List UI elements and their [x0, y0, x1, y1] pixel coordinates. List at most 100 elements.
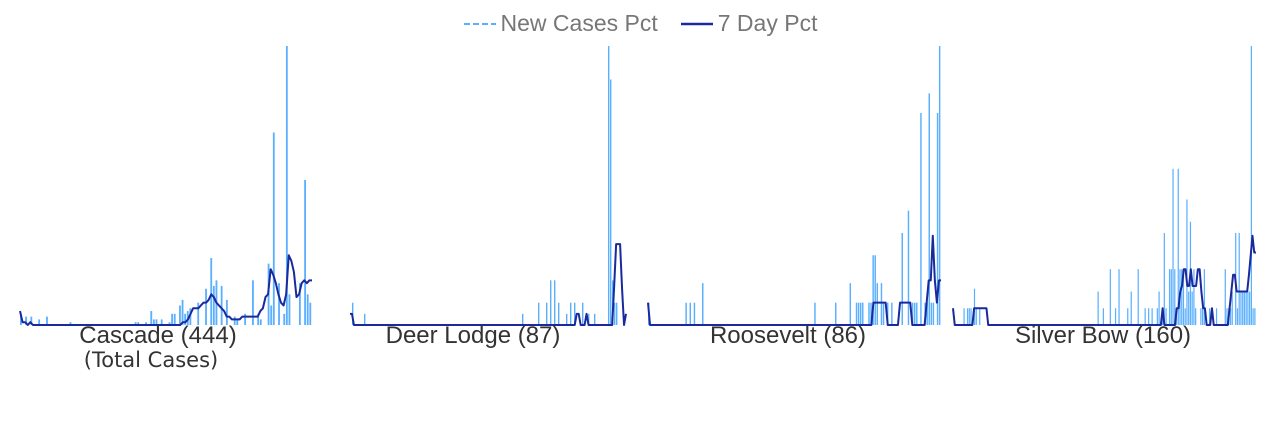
new-cases-bar	[916, 302, 918, 325]
new-cases-bar	[868, 302, 870, 325]
panel-title-roosevelt: Roosevelt (86)	[709, 322, 867, 349]
new-cases-bar	[891, 302, 893, 325]
new-cases-bar	[1242, 291, 1244, 325]
new-cases-bar	[1229, 308, 1232, 325]
new-cases-bar	[870, 302, 872, 325]
new-cases-bar	[911, 302, 914, 325]
new-cases-bar	[882, 302, 885, 325]
new-cases-bar	[364, 313, 366, 325]
new-cases-bar	[1144, 308, 1146, 325]
new-cases-bar	[259, 319, 262, 325]
new-cases-bar	[1215, 308, 1218, 325]
new-cases-bar	[588, 313, 590, 325]
new-cases-bar	[288, 294, 291, 325]
new-cases-bar	[938, 46, 941, 325]
seven-day-line	[350, 243, 627, 326]
new-cases-bar	[920, 112, 922, 326]
new-cases-bar	[184, 313, 187, 325]
new-cases-bar	[973, 288, 976, 325]
legend-item-seven-day[interactable]: 7 Day Pct	[680, 10, 818, 37]
new-cases-bar	[1163, 232, 1165, 325]
new-cases-bar	[901, 232, 903, 325]
new-cases-bar	[1181, 269, 1183, 325]
new-cases-bar	[304, 179, 306, 325]
new-cases-bar	[1195, 308, 1197, 325]
new-cases-bar	[614, 302, 616, 325]
new-cases-bar	[25, 316, 28, 325]
new-cases-bar	[936, 112, 939, 326]
new-cases-bar	[1127, 308, 1129, 325]
legend-label-seven-day: 7 Day Pct	[717, 10, 818, 36]
new-cases-bar	[930, 302, 933, 325]
new-cases-bar	[610, 79, 612, 325]
new-cases-bar	[913, 302, 916, 325]
new-cases-bar	[702, 283, 704, 325]
new-cases-bar	[1186, 199, 1188, 325]
new-cases-bar	[173, 313, 176, 325]
panel-title-cascade: Cascade (444)	[79, 322, 237, 349]
new-cases-bar	[179, 305, 181, 325]
new-cases-bar	[252, 280, 254, 325]
new-cases-bar	[1249, 291, 1251, 325]
new-cases-bar	[285, 46, 288, 325]
new-cases-bar	[1236, 308, 1239, 325]
panel-silver-bow	[952, 46, 1256, 326]
new-cases-bar	[975, 308, 977, 325]
new-cases-bar	[270, 305, 273, 325]
new-cases-bar	[554, 280, 556, 325]
new-cases-bar	[1114, 308, 1117, 325]
new-cases-bar	[862, 302, 864, 325]
new-cases-bar	[963, 308, 965, 325]
new-cases-bar	[1208, 308, 1211, 325]
new-cases-bar	[876, 283, 879, 325]
new-cases-bar	[1182, 269, 1185, 325]
new-cases-bar	[236, 319, 239, 325]
new-cases-bar	[1165, 308, 1167, 325]
panel-title-deer-lodge: Deer Lodge (87)	[385, 322, 561, 349]
new-cases-bar	[272, 132, 275, 325]
new-cases-bar	[1177, 168, 1179, 325]
new-cases-bar	[225, 299, 228, 325]
new-cases-bar	[616, 302, 618, 325]
new-cases-bar	[1118, 269, 1120, 325]
new-cases-bar	[693, 302, 696, 325]
new-cases-bar	[926, 302, 928, 325]
new-cases-bar	[1130, 291, 1132, 325]
new-cases-bar	[546, 302, 548, 325]
legend-swatch-solid-line	[680, 22, 713, 25]
new-cases-bar	[968, 308, 970, 325]
new-cases-bar	[970, 308, 972, 325]
panel-cascade	[19, 46, 312, 326]
new-cases-bar	[1158, 291, 1160, 325]
new-cases-bar	[979, 308, 981, 325]
new-cases-bar	[1231, 291, 1233, 325]
panel-title-silver-bow: Silver Bow (160)	[1014, 322, 1192, 349]
new-cases-bar	[1200, 308, 1202, 325]
new-cases-bar	[257, 313, 260, 325]
new-cases-bar	[689, 302, 692, 325]
new-cases-bar	[928, 93, 930, 326]
new-cases-bar	[134, 322, 137, 325]
chart-legend: New Cases Pct 7 Day Pct	[0, 10, 1280, 37]
new-cases-bar	[1245, 291, 1247, 325]
new-cases-bar	[1148, 308, 1150, 325]
new-cases-bar	[685, 302, 687, 325]
new-cases-bar	[522, 313, 524, 325]
new-cases-bar	[966, 308, 969, 325]
new-cases-bar	[145, 322, 147, 325]
new-cases-bar	[1170, 269, 1172, 325]
new-cases-bar	[566, 313, 568, 325]
new-cases-bar	[1193, 269, 1195, 325]
new-cases-bar	[160, 319, 163, 325]
new-cases-bar	[1243, 291, 1246, 325]
new-cases-bar	[835, 302, 837, 325]
legend-item-new-cases[interactable]: New Cases Pct	[463, 10, 658, 37]
new-cases-bar	[168, 322, 171, 325]
new-cases-bar	[1191, 291, 1193, 325]
new-cases-bar	[849, 283, 852, 325]
new-cases-bar	[30, 316, 33, 325]
new-cases-bar	[1224, 269, 1226, 325]
new-cases-bar	[1247, 291, 1249, 325]
new-cases-bar	[283, 313, 286, 325]
new-cases-bar	[1168, 269, 1171, 325]
